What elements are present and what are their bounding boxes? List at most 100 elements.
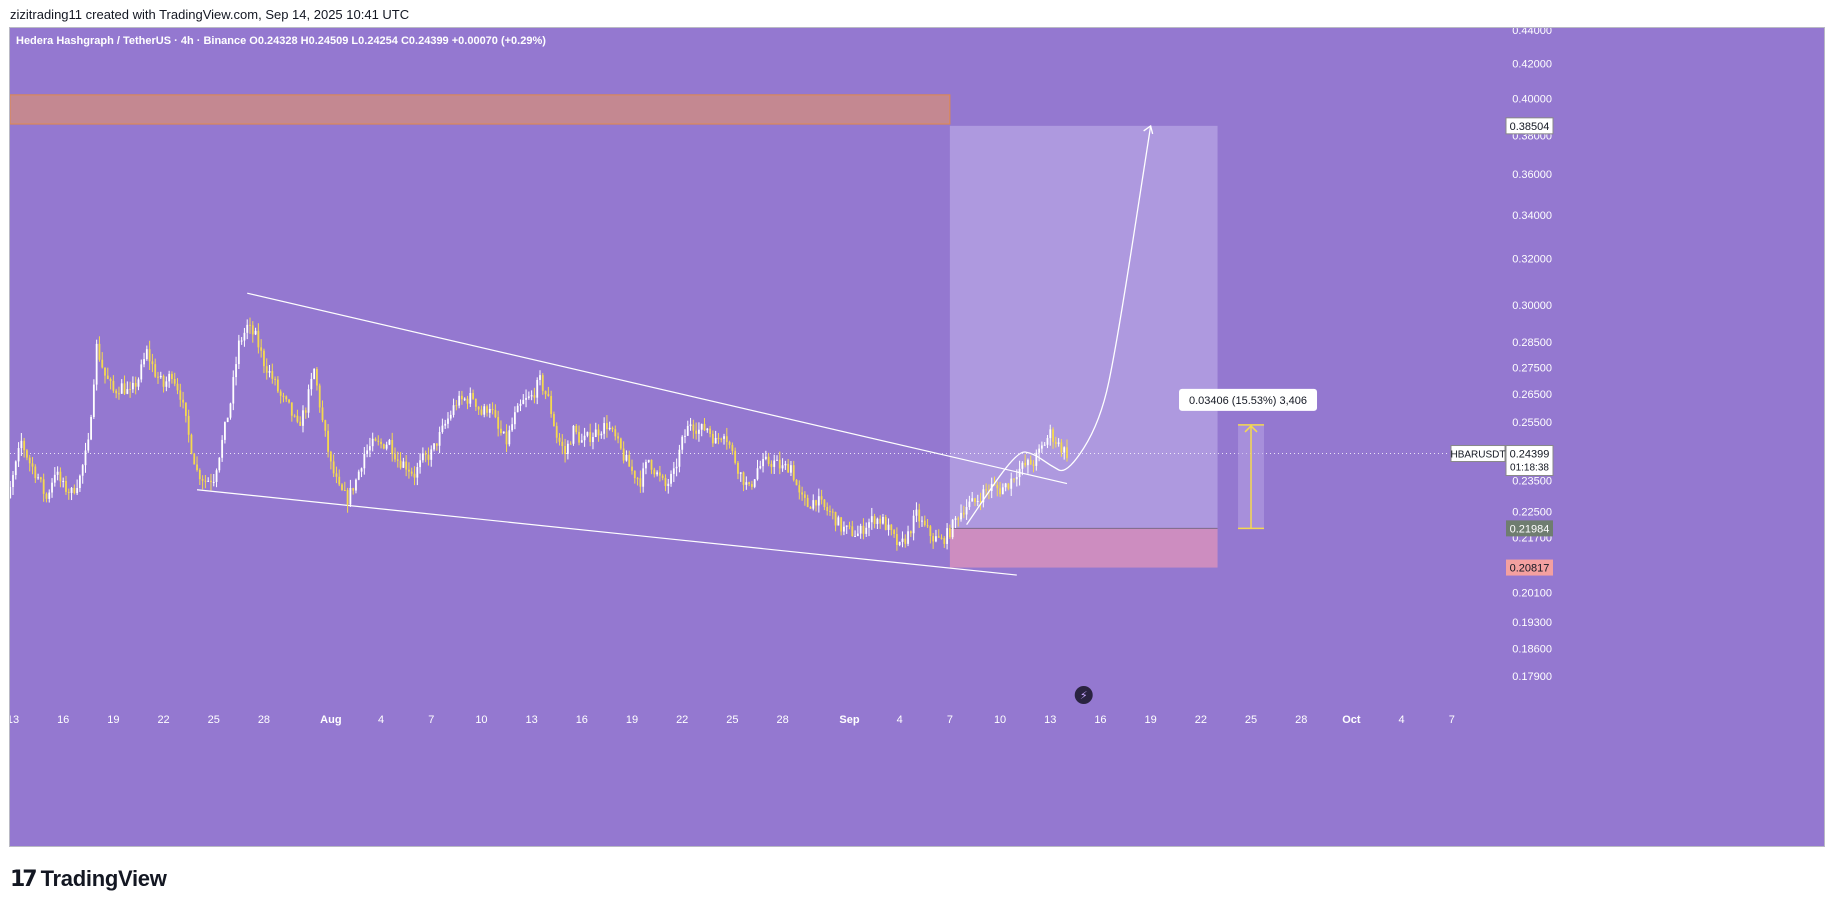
candle-body-65 <box>176 383 179 391</box>
candle-body-10 <box>23 440 26 451</box>
candle-body-22 <box>56 471 59 475</box>
candle-body-62 <box>168 373 171 382</box>
candle-body-26 <box>67 491 70 493</box>
candle-body-93 <box>254 330 257 335</box>
candle-body-209 <box>578 431 580 443</box>
candle-body-40 <box>106 375 109 379</box>
y-tick-label-9: 0.27500 <box>1512 363 1552 375</box>
candle-body-271 <box>751 484 753 487</box>
candle-body-97 <box>265 366 268 373</box>
candle-body-96 <box>263 350 265 367</box>
y-tick-label-8: 0.28500 <box>1512 337 1552 349</box>
candles-layer <box>10 317 1068 551</box>
candle-body-331 <box>918 509 921 522</box>
candle-body-56 <box>151 361 154 365</box>
candle-body-30 <box>79 475 81 489</box>
x-tick-label-18: 7 <box>947 714 953 726</box>
price-chart[interactable]: 0.03406 (15.53%) 3,406 ⚡ 0.44000 0.42000 0.… <box>10 28 1824 846</box>
candle-body-73 <box>198 470 201 480</box>
candle-body-90 <box>246 324 249 333</box>
candle-body-354 <box>982 489 985 503</box>
candle-body-292 <box>809 506 812 509</box>
candle-body-7 <box>14 461 17 476</box>
candle-body-55 <box>148 349 151 362</box>
candle-body-128 <box>352 488 355 491</box>
candle-body-76 <box>207 480 210 482</box>
candle-body-302 <box>837 517 840 526</box>
candle-body-226 <box>625 455 628 461</box>
candle-body-99 <box>271 371 274 379</box>
candle-body-290 <box>803 494 806 498</box>
candle-body-217 <box>600 433 603 436</box>
candle-body-143 <box>394 454 396 460</box>
candle-body-224 <box>619 438 622 449</box>
candle-body-212 <box>586 432 589 436</box>
candle-body-201 <box>555 426 558 438</box>
candle-body-154 <box>424 453 427 455</box>
candle-body-340 <box>943 538 946 544</box>
candle-body-155 <box>427 454 430 460</box>
candle-body-168 <box>463 398 466 400</box>
candle-body-270 <box>748 482 751 485</box>
candle-body-370 <box>1027 459 1029 466</box>
candle-body-11 <box>26 450 28 458</box>
candle-body-240 <box>664 477 667 487</box>
candle-body-9 <box>20 440 23 449</box>
candle-body-176 <box>486 406 488 413</box>
candle-body-322 <box>893 530 896 535</box>
x-tick-label-7: 4 <box>378 714 384 726</box>
candle-body-312 <box>865 527 868 534</box>
candle-body-77 <box>210 480 212 482</box>
candle-body-294 <box>815 500 817 506</box>
x-tick-label-3: 22 <box>157 714 169 726</box>
x-tick-label-17: 4 <box>897 714 903 726</box>
candle-body-375 <box>1040 445 1043 449</box>
candle-body-229 <box>633 470 636 479</box>
candle-body-285 <box>790 465 792 473</box>
candle-body-236 <box>653 469 656 475</box>
candle-body-80 <box>218 457 221 471</box>
chart-frame[interactable]: 0.03406 (15.53%) 3,406 ⚡ 0.44000 0.42000 0.… <box>9 27 1825 847</box>
candle-body-246 <box>681 436 684 450</box>
candle-body-300 <box>831 511 834 513</box>
x-tick-label-4: 25 <box>208 714 220 726</box>
candle-body-304 <box>843 526 845 532</box>
candle-body-274 <box>759 466 762 469</box>
x-tick-label-25: 28 <box>1295 714 1307 726</box>
candle-body-369 <box>1024 462 1027 466</box>
candle-body-153 <box>421 453 424 461</box>
candle-body-122 <box>335 473 338 477</box>
candle-body-20 <box>51 482 53 493</box>
tradingview-logo-text: TradingView <box>40 866 167 891</box>
candle-body-249 <box>689 424 692 426</box>
candle-body-39 <box>104 367 106 376</box>
candle-body-380 <box>1054 441 1057 444</box>
candle-body-167 <box>461 395 463 400</box>
x-tick-label-5: 28 <box>258 714 270 726</box>
candle-body-235 <box>650 459 653 470</box>
candle-body-289 <box>801 492 804 495</box>
candle-body-112 <box>307 389 310 413</box>
candle-body-251 <box>695 430 698 434</box>
y-tick-label-1: 0.42000 <box>1512 58 1552 70</box>
candle-body-374 <box>1038 448 1041 453</box>
x-tick-label-11: 16 <box>576 714 588 726</box>
candle-body-161 <box>444 423 447 426</box>
candle-body-61 <box>165 381 168 387</box>
candle-body-264 <box>731 444 734 451</box>
tradingview-logo[interactable]: 17 TradingView <box>10 866 167 892</box>
candle-body-329 <box>912 515 915 534</box>
candle-body-147 <box>405 461 408 470</box>
candle-body-283 <box>784 463 787 466</box>
y-tick-label-6: 0.32000 <box>1512 254 1552 266</box>
candle-body-149 <box>410 471 413 474</box>
candle-body-186 <box>513 412 516 425</box>
current-price-box <box>1505 445 1554 477</box>
y-tick-label-10: 0.26500 <box>1512 389 1552 401</box>
candle-body-200 <box>553 414 555 427</box>
candle-body-342 <box>948 528 951 538</box>
candle-body-98 <box>268 371 271 373</box>
candle-body-8 <box>17 448 20 462</box>
candle-body-253 <box>700 423 703 430</box>
candle-body-247 <box>684 435 686 437</box>
